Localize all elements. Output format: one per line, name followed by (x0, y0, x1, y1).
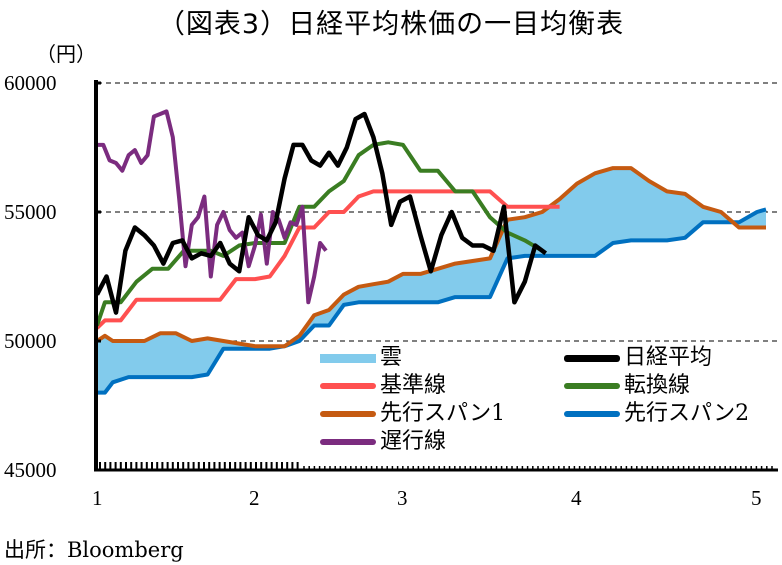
legend: 雲 日経平均 基準線 転換線 先行スパン1 先行スパン2 遅行線 (320, 346, 782, 466)
cloud-swatch-icon (320, 353, 376, 363)
cloud-fill (97, 168, 766, 393)
nikkei-line (95, 111, 548, 315)
cloud-area (97, 168, 766, 393)
legend-item-nikkei: 日経平均 (564, 346, 712, 370)
y-tick-50000: 50000 (4, 329, 57, 353)
legend-label: 転換線 (624, 373, 691, 398)
y-tick-45000: 45000 (4, 458, 57, 482)
chart-title: （図表3）日経平均株価の一目均衡表 (157, 9, 625, 40)
chikou-line (97, 109, 328, 305)
span1-line-icon (320, 411, 376, 417)
legend-item-kijun: 基準線 (320, 374, 446, 398)
legend-item-chikou: 遅行線 (320, 430, 446, 454)
x-tick-5: 5 (751, 486, 762, 510)
legend-label: 日経平均 (624, 345, 713, 370)
source-note: 出所：Bloomberg (4, 538, 184, 562)
kijun-line (95, 189, 560, 330)
x-tick-1: 1 (92, 486, 103, 510)
tenkan-line (95, 140, 544, 327)
y-tick-60000: 60000 (4, 71, 57, 95)
series-lines (95, 109, 767, 395)
span2-line-icon (564, 411, 620, 417)
legend-item-tenkan: 転換線 (564, 374, 690, 398)
legend-label: 遅行線 (380, 429, 447, 454)
legend-item-span1: 先行スパン1 (320, 402, 505, 426)
legend-item-cloud: 雲 (320, 346, 402, 370)
y-tick-55000: 55000 (4, 200, 57, 224)
legend-label: 雲 (380, 345, 403, 370)
x-tick-4: 4 (571, 486, 582, 510)
legend-item-span2: 先行スパン2 (564, 402, 749, 426)
legend-label: 先行スパン2 (624, 401, 750, 426)
legend-label: 先行スパン1 (380, 401, 506, 426)
chikou-line-icon (320, 439, 376, 445)
axes (94, 80, 778, 472)
y-axis-unit: （円） (36, 42, 96, 66)
nikkei-line-icon (564, 354, 620, 362)
legend-label: 基準線 (380, 373, 447, 398)
x-tick-3: 3 (397, 486, 408, 510)
span1-line (95, 166, 766, 349)
span2-line (97, 207, 767, 395)
x-tick-2: 2 (249, 486, 260, 510)
kijun-line-icon (320, 383, 376, 389)
tenkan-line-icon (564, 383, 620, 389)
